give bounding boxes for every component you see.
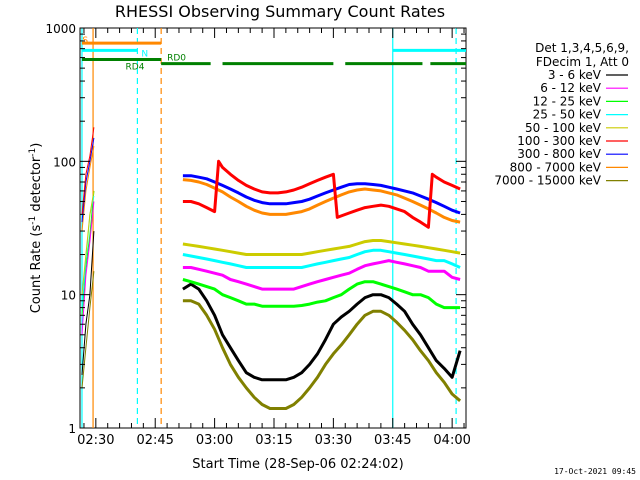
flag-bars: S N RD4 RD0 [81, 36, 466, 73]
flag-label: S [82, 36, 88, 46]
series-line-early [81, 137, 95, 223]
x-axis-ticks: 02:30 02:45 03:00 03:15 03:30 03:45 04:00 [77, 28, 471, 448]
series-line [182, 278, 461, 310]
x-tick-label: 04:00 [433, 433, 470, 448]
x-tick-label: 03:15 [255, 433, 292, 448]
y-axis-label-superscript: -1 [28, 216, 38, 225]
series-line-early [81, 190, 95, 295]
series-line [182, 299, 462, 410]
legend-label: 300 - 800 keV [517, 147, 601, 161]
legend-header-line: FDecim 1, Att 0 [536, 55, 629, 69]
y-axis-label-part: Count Rate (s [29, 225, 44, 314]
y-tick-label: 1 [68, 422, 76, 436]
flag-label: RD4 [126, 63, 145, 73]
y-tick-label: 100 [53, 155, 76, 169]
data-series [81, 127, 462, 410]
series-line [182, 174, 461, 215]
flag-label: N [141, 49, 148, 59]
x-tick-label: 02:45 [136, 433, 173, 448]
series-line [182, 282, 462, 382]
plot-frame [79, 27, 467, 429]
legend-label: 7000 - 15000 keV [494, 174, 601, 188]
legend-label: 12 - 25 keV [533, 94, 602, 108]
legend-label: 25 - 50 keV [533, 108, 602, 122]
y-axis-label-part: ) [29, 143, 44, 148]
x-axis-label: Start Time (28-Sep-06 02:24:02) [192, 457, 403, 472]
legend-label: 3 - 6 keV [548, 68, 602, 82]
legend: Det 1,3,4,5,6,9, FDecim 1, Att 0 3 - 6 k… [494, 41, 629, 188]
legend-header-line: Det 1,3,4,5,6,9, [535, 41, 629, 55]
series-line-early [81, 231, 95, 375]
chart-title: RHESSI Observing Summary Count Rates [115, 2, 445, 21]
y-axis-label-superscript: -1 [28, 148, 38, 157]
y-tick-label: 10 [61, 289, 76, 303]
y-tick-label: 1000 [45, 22, 76, 36]
legend-label: 50 - 100 keV [525, 121, 602, 135]
series-line-early [81, 190, 95, 316]
x-tick-label: 03:00 [196, 433, 233, 448]
series-line-early [81, 271, 95, 388]
series-line-early [81, 146, 95, 232]
series-line [182, 259, 461, 291]
series-line [182, 159, 461, 229]
plot-area: S N RD4 RD0 1 10 100 1000 02:30 02:45 03:00 03:15… [45, 22, 470, 448]
series-line [182, 248, 461, 269]
flag-label: RD0 [167, 54, 186, 64]
y-axis-label-part: detector [29, 156, 44, 216]
x-tick-label: 03:30 [315, 433, 352, 448]
y-axis-ticks: 1 10 100 1000 [45, 22, 466, 436]
series-line [182, 239, 461, 256]
series-line-early [81, 201, 95, 335]
legend-label: 6 - 12 keV [540, 81, 602, 95]
flag-vertical-lines [81, 28, 457, 428]
series-line [182, 178, 461, 224]
x-tick-label: 03:45 [374, 433, 411, 448]
y-axis-label: Count Rate (s-1 detector-1) [28, 143, 44, 314]
legend-label: 100 - 300 keV [517, 134, 601, 148]
series-line-early [81, 127, 95, 215]
legend-label: 800 - 7000 keV [510, 160, 602, 174]
footer-date: 17-Oct-2021 09:45 [554, 467, 636, 476]
x-tick-label: 02:30 [77, 433, 114, 448]
